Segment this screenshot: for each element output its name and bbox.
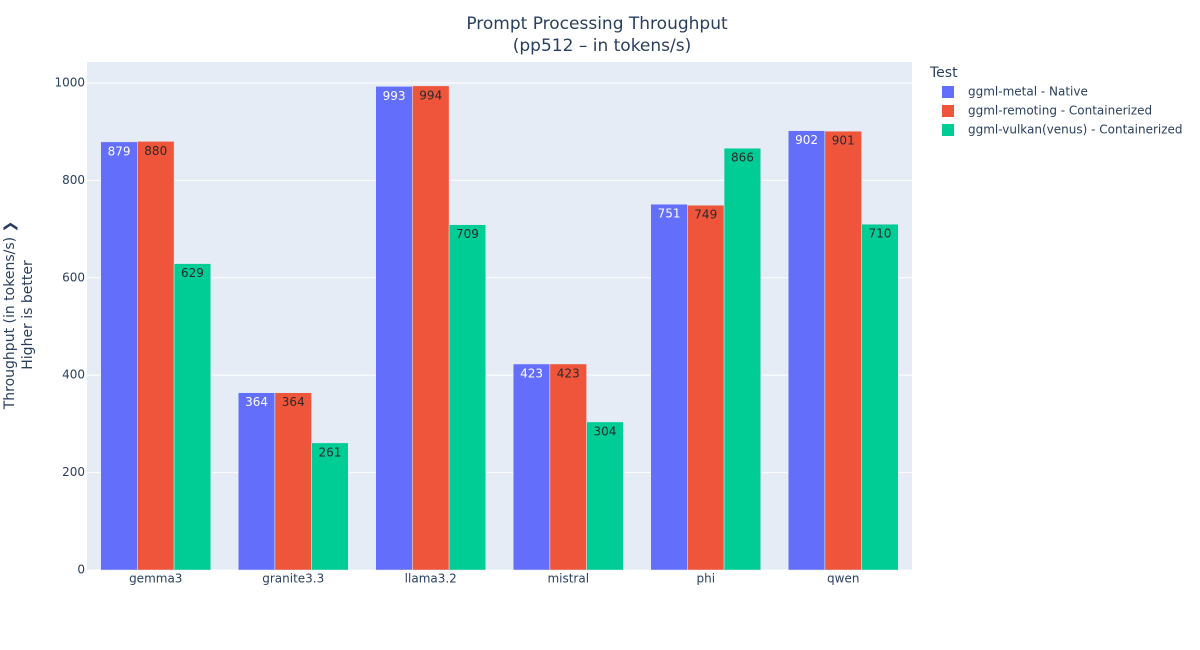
- bar: [375, 86, 413, 571]
- data-label: 866: [731, 151, 754, 165]
- bar: [549, 363, 587, 571]
- data-label: 261: [318, 445, 341, 459]
- bar: [687, 204, 725, 571]
- x-tick-label: qwen: [827, 572, 859, 586]
- data-label: 902: [795, 133, 818, 147]
- bar: [586, 421, 624, 571]
- plot-area: [87, 62, 912, 570]
- bar: [861, 223, 899, 571]
- data-label: 304: [593, 424, 616, 438]
- data-label: 629: [181, 266, 204, 280]
- y-tick-label: 400: [62, 368, 85, 382]
- x-tick-label: phi: [696, 572, 715, 586]
- bar: [513, 363, 551, 571]
- y-tick-label: 800: [62, 173, 85, 187]
- data-label: 751: [658, 207, 681, 221]
- y-tick-label: 1000: [54, 75, 85, 89]
- data-label: 364: [282, 395, 305, 409]
- x-tick-label: granite3.3: [262, 572, 324, 586]
- data-label: 993: [383, 89, 406, 103]
- bar: [238, 392, 276, 571]
- bar: [311, 442, 349, 571]
- x-tick-label: gemma3: [129, 572, 182, 586]
- bar: [788, 130, 826, 571]
- bar: [650, 203, 688, 571]
- bar: [137, 141, 175, 571]
- data-label: 879: [108, 144, 131, 158]
- chart-title: Prompt Processing Throughput: [466, 14, 728, 34]
- bar: [173, 263, 211, 571]
- y-tick-label: 0: [77, 563, 85, 577]
- legend-swatch: [942, 105, 954, 117]
- legend-label: ggml-metal - Native: [968, 85, 1088, 99]
- y-tick-label: 200: [62, 465, 85, 479]
- data-label: 994: [419, 88, 442, 102]
- bar: [274, 392, 312, 571]
- chart-subtitle: (pp512 – in tokens/s): [513, 36, 691, 56]
- legend-label: ggml-remoting - Containerized: [968, 104, 1152, 118]
- bar: [824, 130, 862, 571]
- legend-swatch: [942, 86, 954, 98]
- y-axis-label: Higher is better: [20, 260, 36, 370]
- y-axis-label: Throughput (in tokens/s) ❯: [2, 221, 18, 411]
- data-label: 709: [456, 227, 479, 241]
- data-label: 901: [832, 134, 855, 148]
- data-label: 749: [694, 208, 717, 222]
- x-tick-label: llama3.2: [405, 572, 457, 586]
- x-tick-label: mistral: [547, 572, 589, 586]
- legend-swatch: [942, 124, 954, 136]
- data-label: 880: [144, 144, 167, 158]
- bar: [723, 147, 761, 571]
- data-label: 423: [557, 366, 580, 380]
- y-tick-label: 600: [62, 270, 85, 284]
- bar: [412, 85, 450, 571]
- legend-title: Test: [929, 65, 958, 81]
- data-label: 364: [245, 395, 268, 409]
- bar: [100, 141, 138, 571]
- bar: [448, 224, 487, 571]
- data-label: 423: [520, 366, 543, 380]
- legend-label: ggml-vulkan(venus) - Containerized: [968, 123, 1183, 137]
- data-label: 710: [868, 227, 891, 241]
